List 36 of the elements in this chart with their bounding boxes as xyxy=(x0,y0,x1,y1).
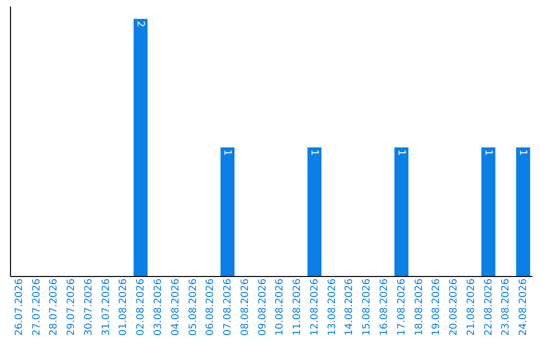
x-tick-label: 20.08.2026 xyxy=(448,278,460,336)
data-label: 2 xyxy=(134,20,146,28)
x-tick-label: 17.08.2026 xyxy=(396,278,408,336)
x-tick-label: 19.08.2026 xyxy=(431,278,442,336)
x-tick-label: 15.08.2026 xyxy=(362,278,373,336)
x-tick-label: 07.08.2026 xyxy=(222,278,234,336)
data-label: 1 xyxy=(308,149,320,156)
x-tick-label: 12.08.2026 xyxy=(309,278,320,336)
x-tick-label: 28.07.2026 xyxy=(48,278,60,336)
x-tick-label: 11.08.2026 xyxy=(292,278,304,336)
x-tick-label: 22.08.2026 xyxy=(483,278,494,336)
x-tick-label: 14.08.2026 xyxy=(344,278,356,336)
x-tick-label: 21.08.2026 xyxy=(466,278,477,336)
x-tick-label: 26.07.2026 xyxy=(14,278,25,336)
x-tick-label: 31.07.2026 xyxy=(100,278,112,336)
x-tick-label: 23.08.2026 xyxy=(500,278,512,336)
x-tick-label: 09.08.2026 xyxy=(257,278,268,336)
x-tick-label: 04.08.2026 xyxy=(170,278,182,336)
x-tick-label: 01.08.2026 xyxy=(118,278,130,336)
x-tick-label: 24.08.2026 xyxy=(518,278,530,336)
x-tick-label: 13.08.2026 xyxy=(326,278,338,336)
data-label: 1 xyxy=(482,149,494,156)
x-tick-label: 16.08.2026 xyxy=(379,278,390,336)
x-tick-label: 30.07.2026 xyxy=(83,278,94,336)
x-tick-label: 18.08.2026 xyxy=(414,278,425,336)
x-tick-label: 29.07.2026 xyxy=(66,278,78,336)
x-tick-label: 05.08.2026 xyxy=(188,278,199,336)
x-tick-label: 27.07.2026 xyxy=(31,278,42,336)
data-label: 1 xyxy=(395,149,406,156)
x-tick-label: 02.08.2026 xyxy=(136,278,147,336)
x-tick-label: 06.08.2026 xyxy=(205,278,216,336)
x-tick-label: 10.08.2026 xyxy=(274,278,286,336)
data-label: 1 xyxy=(517,149,528,156)
data-label: 1 xyxy=(222,149,233,156)
x-tick-label: 03.08.2026 xyxy=(152,278,164,336)
x-tick-label: 08.08.2026 xyxy=(240,278,251,336)
